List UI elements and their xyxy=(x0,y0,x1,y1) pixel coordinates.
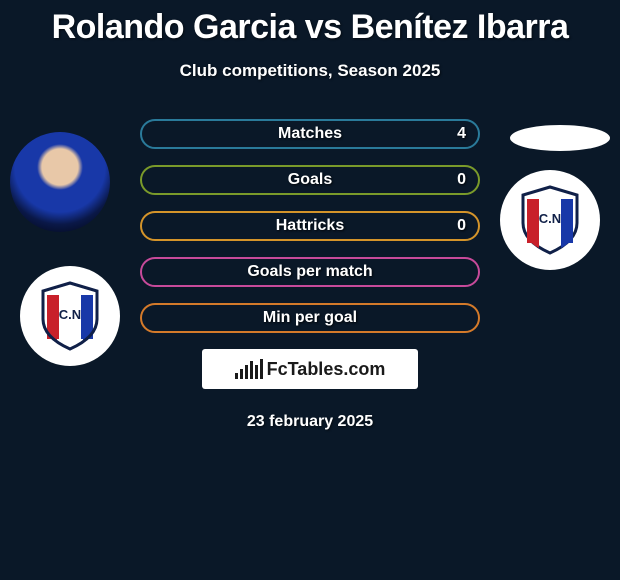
subtitle: Club competitions, Season 2025 xyxy=(0,61,620,81)
date-text: 23 february 2025 xyxy=(0,413,620,431)
stat-row-hattricks: Hattricks 0 xyxy=(140,211,480,241)
stat-row-min-per-goal: Min per goal xyxy=(140,303,480,333)
stat-row-matches: Matches 4 xyxy=(140,119,480,149)
page-title: Rolando Garcia vs Benítez Ibarra xyxy=(0,0,620,47)
stat-row-goals: Goals 0 xyxy=(140,165,480,195)
stat-label: Min per goal xyxy=(263,309,357,327)
fctables-badge[interactable]: FcTables.com xyxy=(202,349,418,389)
stat-label: Hattricks xyxy=(276,217,344,235)
fctables-text: FcTables.com xyxy=(267,359,386,380)
stat-label: Matches xyxy=(278,125,342,143)
stat-row-goals-per-match: Goals per match xyxy=(140,257,480,287)
stats-container: Matches 4 Goals 0 Hattricks 0 Goals per … xyxy=(0,119,620,431)
stat-value: 0 xyxy=(457,217,466,235)
stat-value: 0 xyxy=(457,171,466,189)
stat-label: Goals xyxy=(288,171,332,189)
stat-label: Goals per match xyxy=(247,263,372,281)
stat-value: 4 xyxy=(457,125,466,143)
bars-icon xyxy=(235,359,263,379)
